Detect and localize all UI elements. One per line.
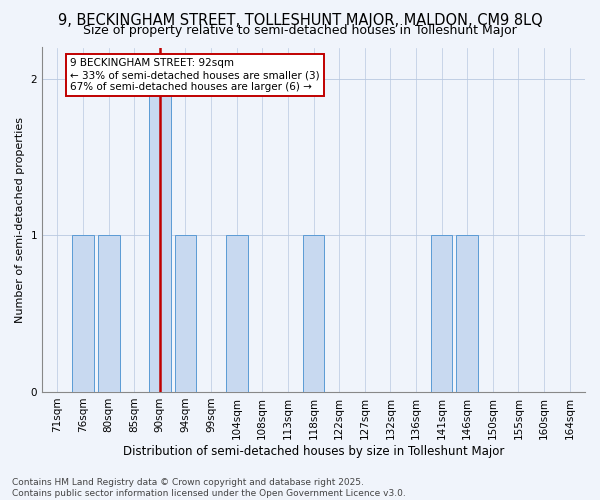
Text: Size of property relative to semi-detached houses in Tolleshunt Major: Size of property relative to semi-detach… bbox=[83, 24, 517, 37]
Text: Contains HM Land Registry data © Crown copyright and database right 2025.
Contai: Contains HM Land Registry data © Crown c… bbox=[12, 478, 406, 498]
Bar bbox=[431, 236, 452, 392]
Bar bbox=[149, 79, 171, 392]
Text: 9 BECKINGHAM STREET: 92sqm
← 33% of semi-detached houses are smaller (3)
67% of : 9 BECKINGHAM STREET: 92sqm ← 33% of semi… bbox=[70, 58, 320, 92]
Bar bbox=[226, 236, 248, 392]
Bar bbox=[457, 236, 478, 392]
Bar bbox=[72, 236, 94, 392]
Y-axis label: Number of semi-detached properties: Number of semi-detached properties bbox=[15, 116, 25, 322]
Bar bbox=[175, 236, 196, 392]
X-axis label: Distribution of semi-detached houses by size in Tolleshunt Major: Distribution of semi-detached houses by … bbox=[123, 444, 504, 458]
Bar bbox=[302, 236, 325, 392]
Bar bbox=[98, 236, 119, 392]
Text: 9, BECKINGHAM STREET, TOLLESHUNT MAJOR, MALDON, CM9 8LQ: 9, BECKINGHAM STREET, TOLLESHUNT MAJOR, … bbox=[58, 12, 542, 28]
